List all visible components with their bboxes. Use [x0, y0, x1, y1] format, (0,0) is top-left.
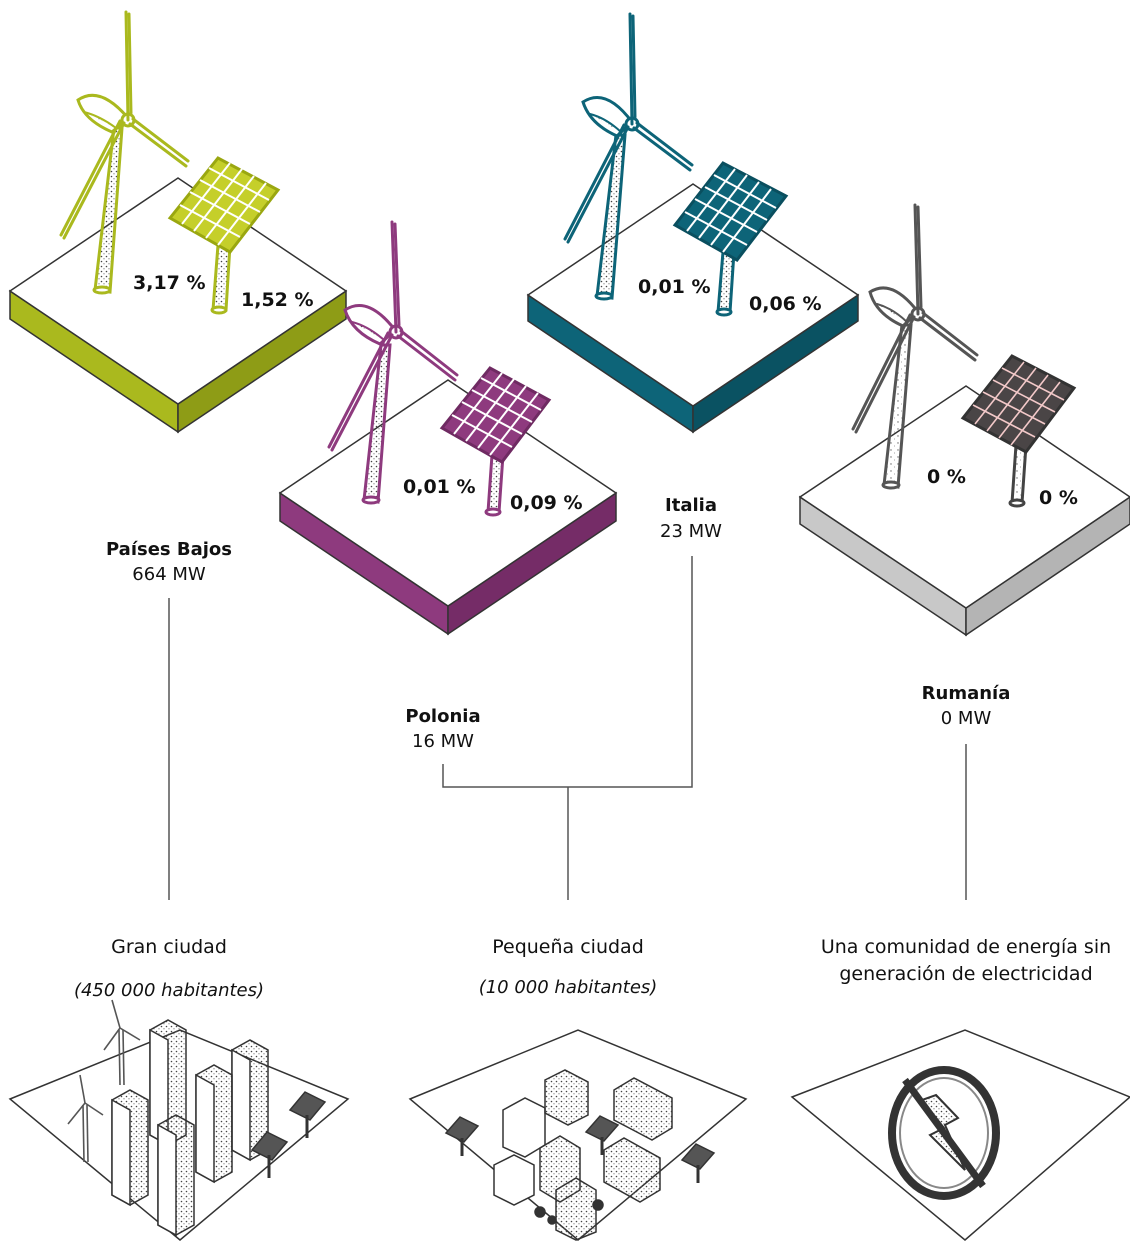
- platform-polonia: [278, 379, 618, 636]
- country-name: Rumanía: [922, 683, 1011, 704]
- outcome-subtitle: (450 000 habitantes): [74, 980, 264, 1001]
- country-capacity: 0 MW: [941, 708, 992, 729]
- solar-panel-icon: [167, 156, 281, 315]
- wind-turbine-icon: [851, 203, 979, 490]
- solar-panel-icon: [439, 366, 552, 517]
- wind-turbine-icon: [59, 10, 190, 295]
- country-name: Polonia: [405, 706, 480, 727]
- wind-share-label: 3,17 %: [133, 272, 206, 294]
- solar-share-label: 0 %: [1039, 487, 1078, 509]
- no-electricity-icon: [790, 1029, 1130, 1241]
- country-capacity: 16 MW: [412, 731, 474, 752]
- wind-turbine-icon: [327, 220, 459, 505]
- outcome-title: Gran ciudad: [111, 936, 227, 958]
- wind-share-label: 0 %: [927, 466, 966, 488]
- country-capacity: 664 MW: [132, 564, 206, 585]
- platform-paises-bajos: [8, 177, 348, 434]
- solar-share-label: 1,52 %: [241, 289, 314, 311]
- city-icon: [8, 999, 350, 1241]
- wind-share-label: 0,01 %: [403, 476, 476, 498]
- wind-turbine-icon: [563, 12, 694, 301]
- outcome-subtitle: (10 000 habitantes): [479, 977, 658, 998]
- town-icon: [408, 1029, 748, 1241]
- platform-rumania: [798, 385, 1130, 637]
- connector-lines: [168, 556, 967, 900]
- country-name: Italia: [665, 495, 717, 516]
- outcome-title: Una comunidad de energía sin: [821, 936, 1111, 958]
- country-name: Países Bajos: [106, 539, 232, 560]
- solar-share-label: 0,06 %: [749, 293, 822, 315]
- country-capacity: 23 MW: [660, 521, 722, 542]
- wind-share-label: 0,01 %: [638, 276, 711, 298]
- solar-panel-icon: [960, 354, 1077, 508]
- outcome-title: Pequeña ciudad: [492, 936, 644, 958]
- solar-share-label: 0,09 %: [510, 492, 583, 514]
- outcome-title: generación de electricidad: [839, 963, 1092, 985]
- solar-panel-icon: [672, 161, 789, 317]
